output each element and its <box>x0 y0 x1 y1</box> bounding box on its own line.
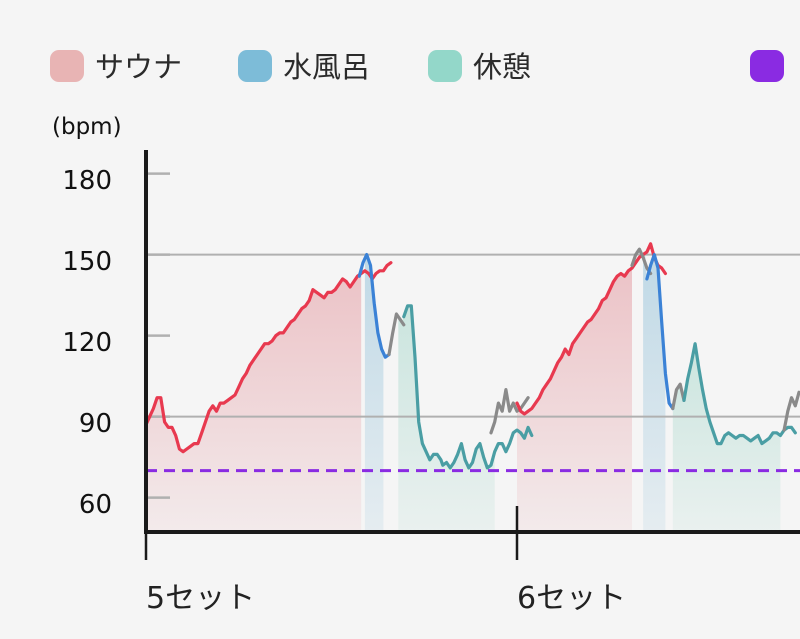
legend-swatch-sauna <box>50 50 84 82</box>
series-segment-cold-2 <box>357 253 391 359</box>
y-tick-label-90: 90 <box>79 409 112 439</box>
legend-swatch-rest <box>428 50 462 82</box>
fill-area-sauna-1 <box>146 273 362 530</box>
gridlines <box>146 172 800 499</box>
fill-area-cold-2 <box>364 254 384 530</box>
y-tick-label-120: 120 <box>62 328 112 358</box>
legend-swatch-threshold <box>750 50 784 82</box>
legend: サウナ 水風呂 休憩 <box>50 50 784 84</box>
legend-item-threshold <box>750 50 784 82</box>
y-tick-label-60: 60 <box>79 490 112 520</box>
fill-area-rest-6 <box>672 343 781 530</box>
series-segment-transition-7 <box>630 247 653 276</box>
heart-rate-series <box>144 242 800 470</box>
legend-swatch-cold-bath <box>238 50 272 82</box>
fill-area-sauna-4 <box>517 268 633 530</box>
legend-label-rest: 休憩 <box>473 50 531 84</box>
legend-item-cold-bath: 水風呂 <box>238 50 370 84</box>
legend-label-cold-bath: 水風呂 <box>283 50 370 84</box>
legend-item-sauna: サウナ <box>50 50 182 84</box>
series-segment-sauna-6 <box>515 242 667 416</box>
y-tick-label-150: 150 <box>62 247 112 277</box>
legend-label-sauna: サウナ <box>95 50 182 84</box>
series-segment-rest-10 <box>682 342 797 446</box>
phase-fill-areas <box>146 253 781 531</box>
series-segment-transition-5 <box>489 388 530 435</box>
y-axis-ticks: 180 150 120 90 60 <box>62 166 112 520</box>
series-segment-transition-3 <box>387 312 406 357</box>
series-segment-cold-8 <box>645 253 675 411</box>
series-segment-sauna-1 <box>144 261 393 454</box>
y-tick-label-180: 180 <box>62 166 112 196</box>
legend-item-rest: 休憩 <box>428 50 531 84</box>
y-axis-unit-label: (bpm) <box>52 114 122 140</box>
x-tick-label-set5: 5セット <box>146 581 255 616</box>
x-axis-ticks: 5セット 6セット <box>146 581 626 616</box>
series-segment-transition-9 <box>671 382 686 411</box>
fill-area-rest-3 <box>398 305 495 530</box>
axes <box>144 150 800 560</box>
x-tick-label-set6: 6セット <box>517 581 626 616</box>
series-segment-rest-4 <box>402 304 534 470</box>
series-segment-transition-11 <box>782 390 800 432</box>
fill-area-cold-5 <box>643 253 666 531</box>
